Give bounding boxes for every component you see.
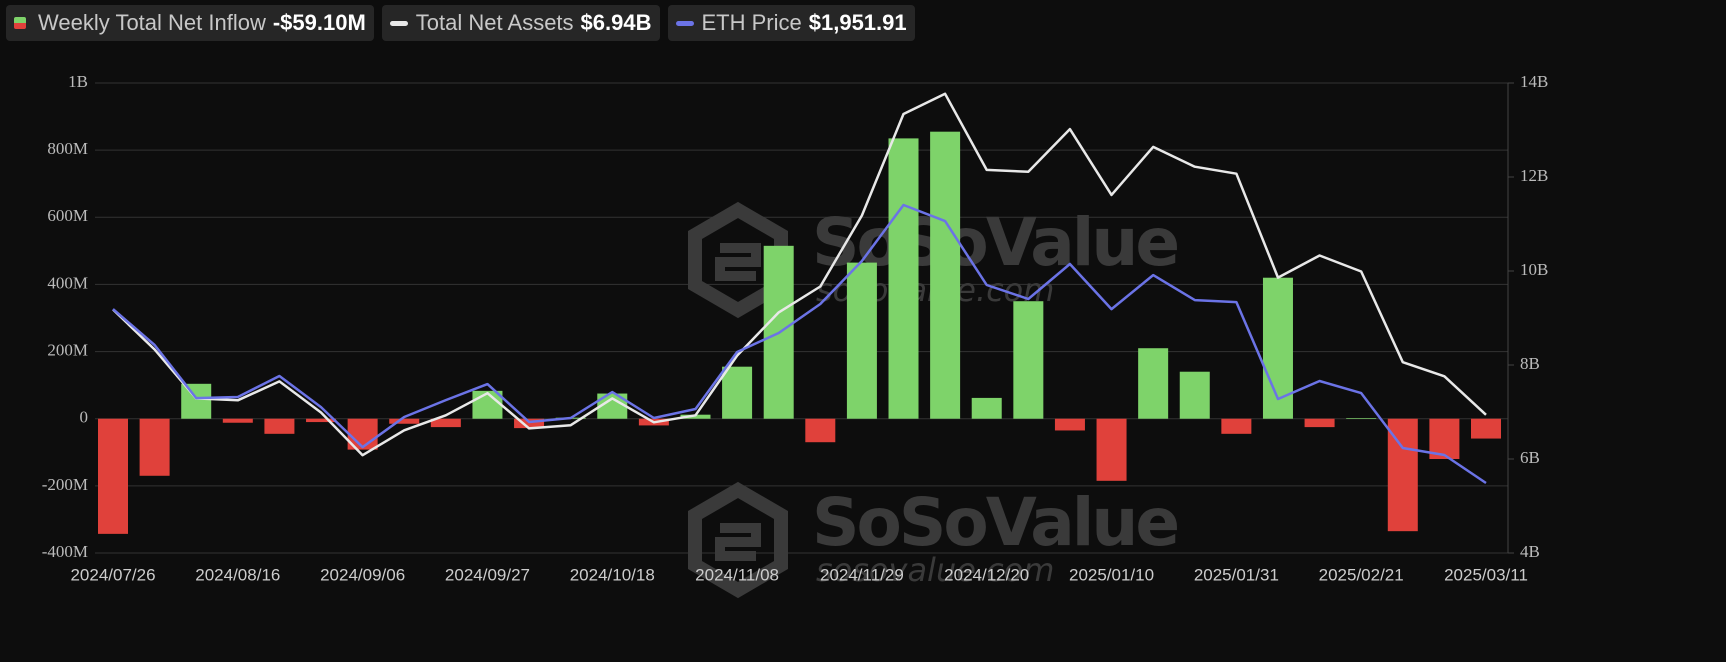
bar: [472, 390, 503, 419]
legend-swatch: [14, 17, 26, 29]
x-tick-label: 2024/08/16: [195, 565, 280, 584]
watermark-logo: [688, 481, 788, 599]
legend-value: $6.94B: [580, 10, 652, 35]
y2-tick-label: 12B: [1520, 166, 1548, 185]
bar: [264, 418, 295, 434]
bar: [514, 418, 545, 429]
y2-tick-label: 8B: [1520, 354, 1540, 373]
legend-value: -$59.10M: [272, 10, 366, 35]
y2-tick-label: 6B: [1520, 448, 1540, 467]
x-tick-label: 2024/07/26: [70, 565, 155, 584]
legend-item: ETH Price $1,951.91: [667, 5, 915, 41]
bar: [680, 414, 711, 419]
y-tick-label: -200M: [42, 475, 88, 494]
x-tick-label: 2024/12/20: [944, 565, 1029, 584]
x-tick-label: 2024/11/08: [695, 565, 779, 584]
y-tick-label: 600M: [47, 206, 88, 225]
x-tick-label: 2024/09/27: [445, 565, 530, 584]
x-tick-label: 2024/11/29: [820, 565, 904, 584]
bar: [1471, 418, 1501, 439]
bar: [1221, 418, 1252, 434]
legend-swatch: [389, 20, 408, 26]
y2-tick-label: 4B: [1520, 542, 1540, 561]
bar: [98, 418, 128, 534]
x-tick-label: 2025/02/21: [1319, 565, 1404, 584]
x-tick-label: 2025/01/10: [1069, 565, 1154, 584]
line: [112, 92, 1487, 457]
bar: [430, 418, 461, 428]
legend-label: ETH Price: [701, 10, 802, 35]
watermark-logo: [688, 201, 788, 319]
bar: [1013, 301, 1044, 419]
y-tick-label: 800M: [47, 139, 88, 158]
legend-item: Total Net Assets $6.94B: [381, 5, 660, 41]
bar: [1179, 371, 1210, 419]
y2-tick-label: 14B: [1520, 72, 1548, 91]
x-tick-label: 2024/09/06: [320, 565, 405, 584]
grid: [95, 82, 1514, 554]
bar: [389, 418, 420, 424]
bar: [222, 418, 253, 423]
bar: [722, 366, 753, 419]
y-tick-label: 1B: [68, 72, 88, 91]
watermark-site: sosovalue.com: [816, 551, 1054, 589]
bar: [846, 262, 877, 419]
bar: [306, 418, 337, 423]
legend-label: Weekly Total Net Inflow: [38, 10, 266, 35]
bar: [1304, 418, 1335, 428]
y-tick-label: 400M: [47, 273, 88, 292]
bar: [1387, 418, 1418, 532]
legend: Weekly Total Net Inflow -$59.10M Total N…: [6, 5, 915, 41]
bar: [1096, 418, 1127, 481]
bar: [1054, 418, 1085, 431]
bar: [181, 383, 212, 419]
watermark-brand: SoSoValue: [812, 484, 1177, 561]
bar: [139, 418, 170, 476]
bar: [888, 138, 919, 419]
bar: [1138, 348, 1169, 419]
bar: [930, 131, 961, 419]
x-tick-label: 2024/10/18: [570, 565, 655, 584]
x-tick-label: 2025/03/11: [1444, 565, 1528, 584]
bar: [805, 418, 836, 443]
y2-tick-label: 10B: [1520, 260, 1548, 279]
legend-label: Total Net Assets: [415, 10, 574, 35]
bar: [971, 397, 1002, 419]
line: [112, 203, 1487, 485]
bar: [1346, 418, 1377, 419]
legend-item: Weekly Total Net Inflow -$59.10M: [6, 5, 374, 41]
y-tick-label: 200M: [47, 340, 88, 359]
y-tick-label: 0: [80, 408, 89, 427]
x-tick-label: 2025/01/31: [1194, 565, 1279, 584]
y-tick-label: -400M: [42, 542, 88, 561]
legend-value: $1,951.91: [808, 10, 907, 35]
legend-swatch: [675, 20, 694, 26]
